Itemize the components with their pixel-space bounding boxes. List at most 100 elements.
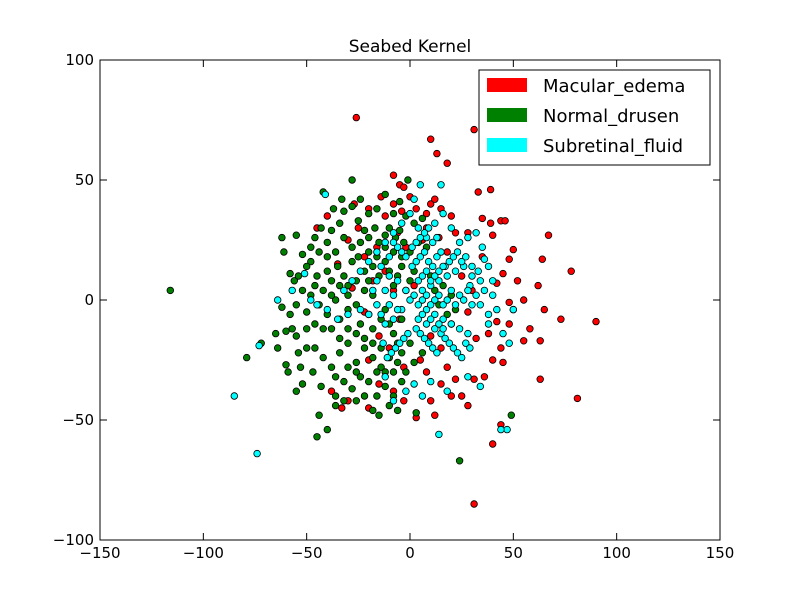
data-point: [466, 344, 474, 352]
data-point: [464, 373, 472, 381]
data-point: [253, 449, 261, 458]
data-point: [309, 368, 317, 376]
data-point: [420, 248, 429, 256]
data-point: [412, 409, 420, 417]
legend-swatch: [487, 108, 527, 122]
data-point: [453, 349, 462, 357]
x-tick-label: −150: [79, 544, 120, 562]
legend: Macular_edema Normal_drusen Subretinal_flu…: [478, 69, 711, 166]
data-point: [513, 277, 522, 285]
data-point: [255, 341, 263, 350]
data-point: [503, 425, 511, 434]
data-point: [389, 200, 398, 208]
y-tick-label: −100: [53, 531, 94, 549]
data-point: [453, 248, 462, 256]
data-point: [414, 277, 422, 285]
data-point: [377, 363, 385, 371]
data-point: [292, 387, 300, 395]
data-point: [300, 269, 309, 278]
data-point: [373, 248, 381, 256]
data-point: [458, 257, 466, 266]
data-point: [489, 291, 497, 299]
data-point: [489, 440, 497, 448]
data-point: [499, 269, 507, 278]
x-tick-label: 0: [405, 544, 415, 562]
data-point: [476, 277, 484, 285]
data-point: [493, 317, 501, 326]
data-point: [307, 257, 315, 266]
data-point: [427, 277, 435, 285]
data-point: [360, 392, 369, 400]
data-point: [439, 325, 447, 333]
data-point: [317, 224, 325, 232]
data-point: [435, 430, 443, 439]
data-point: [489, 277, 497, 285]
data-point: [280, 248, 288, 256]
points-layer: [166, 113, 600, 508]
data-point: [286, 310, 294, 319]
data-point: [336, 334, 344, 343]
data-point: [557, 315, 565, 323]
series-subretinal-fluid: [230, 181, 517, 458]
data-point: [296, 363, 305, 371]
data-point: [480, 373, 489, 381]
data-point: [393, 277, 402, 285]
data-point: [445, 339, 453, 347]
data-point: [427, 315, 435, 323]
data-point: [422, 305, 431, 314]
data-point: [435, 267, 443, 275]
data-point: [348, 385, 356, 393]
data-point: [408, 262, 416, 271]
data-point: [573, 394, 582, 403]
data-point: [486, 185, 495, 194]
data-point: [369, 353, 377, 362]
data-point: [412, 325, 420, 333]
data-point: [373, 368, 381, 376]
x-tick-label: 50: [504, 544, 523, 562]
data-point: [427, 377, 435, 386]
data-point: [433, 149, 441, 158]
data-point: [354, 217, 362, 225]
data-point: [422, 368, 431, 376]
data-point: [470, 125, 478, 134]
data-point: [352, 301, 360, 309]
data-point: [290, 277, 298, 285]
x-tick-label: −100: [183, 544, 224, 562]
data-point: [414, 301, 422, 309]
data-point: [369, 286, 377, 295]
data-point: [331, 401, 340, 410]
data-point: [393, 358, 402, 367]
data-point: [389, 281, 398, 290]
data-point: [356, 305, 365, 314]
data-point: [429, 238, 437, 247]
data-point: [406, 209, 414, 218]
data-point: [274, 344, 282, 352]
data-point: [278, 303, 286, 311]
data-point: [381, 257, 389, 266]
data-point: [375, 238, 383, 247]
data-point: [396, 197, 404, 206]
data-point: [429, 344, 437, 352]
data-point: [282, 327, 290, 335]
data-point: [344, 363, 352, 371]
data-point: [303, 325, 311, 333]
data-point: [323, 425, 331, 434]
data-point: [478, 243, 486, 251]
data-point: [474, 267, 482, 275]
data-point: [464, 308, 472, 316]
data-point: [292, 332, 300, 340]
legend-swatch: [487, 138, 527, 152]
data-point: [381, 382, 389, 391]
data-point: [592, 317, 600, 326]
data-point: [348, 257, 356, 266]
data-point: [381, 212, 389, 220]
data-point: [505, 255, 513, 263]
data-point: [340, 377, 348, 386]
data-point: [334, 262, 342, 271]
data-point: [451, 267, 460, 275]
data-point: [429, 262, 437, 271]
data-point: [447, 224, 455, 232]
data-point: [317, 382, 325, 391]
data-point: [373, 277, 381, 285]
